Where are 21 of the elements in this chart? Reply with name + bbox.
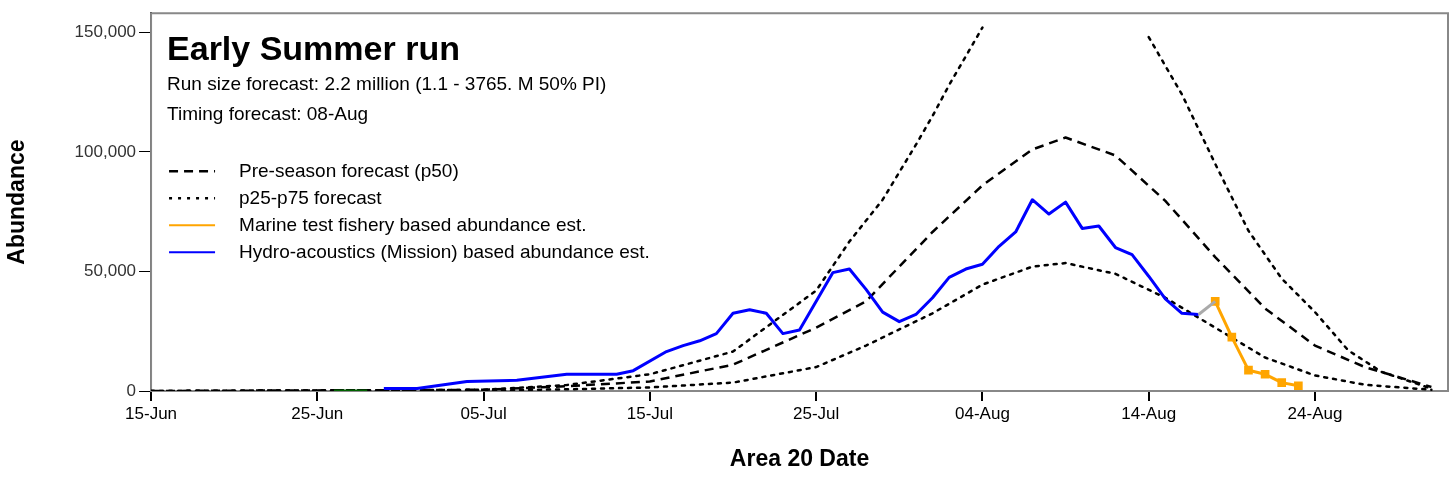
x-axis-title: Area 20 Date bbox=[729, 444, 870, 471]
y-tick-label: 100,000 bbox=[74, 141, 137, 161]
x-tick-label: 25-Jul bbox=[793, 403, 840, 423]
text: Run size forecast: 2.2 million (1.1 - 3765. M 50% PI) bbox=[167, 73, 607, 95]
y-tick-label: 50,000 bbox=[84, 261, 137, 281]
y-axis-title: Abundance bbox=[3, 139, 30, 265]
annotation: Timing forecast: 08-Aug bbox=[167, 103, 369, 125]
legend-label: Pre-season forecast (p50) bbox=[239, 160, 459, 182]
y-tick-label: 0 bbox=[126, 380, 137, 400]
x-tick-label: 04-Aug bbox=[955, 403, 1010, 423]
x-tick-label: 25-Jun bbox=[291, 403, 344, 423]
x-tick-label: 14-Aug bbox=[1121, 403, 1177, 423]
x-tick-label: 15-Jul bbox=[626, 403, 674, 423]
x-tick-label: 05-Jul bbox=[460, 403, 507, 423]
x-tick-label: 15-Jun bbox=[125, 403, 178, 423]
x-tick-label: 24-Aug bbox=[1287, 403, 1343, 423]
legend-label: p25-p75 forecast bbox=[239, 187, 383, 209]
text: Early Summer run bbox=[167, 29, 460, 68]
legend-label: Hydro-acoustics (Mission) based abundance est. bbox=[239, 241, 650, 263]
y-tick-label: 150,000 bbox=[74, 22, 137, 42]
legend-label: Marine test fishery based abundance est. bbox=[239, 214, 587, 236]
